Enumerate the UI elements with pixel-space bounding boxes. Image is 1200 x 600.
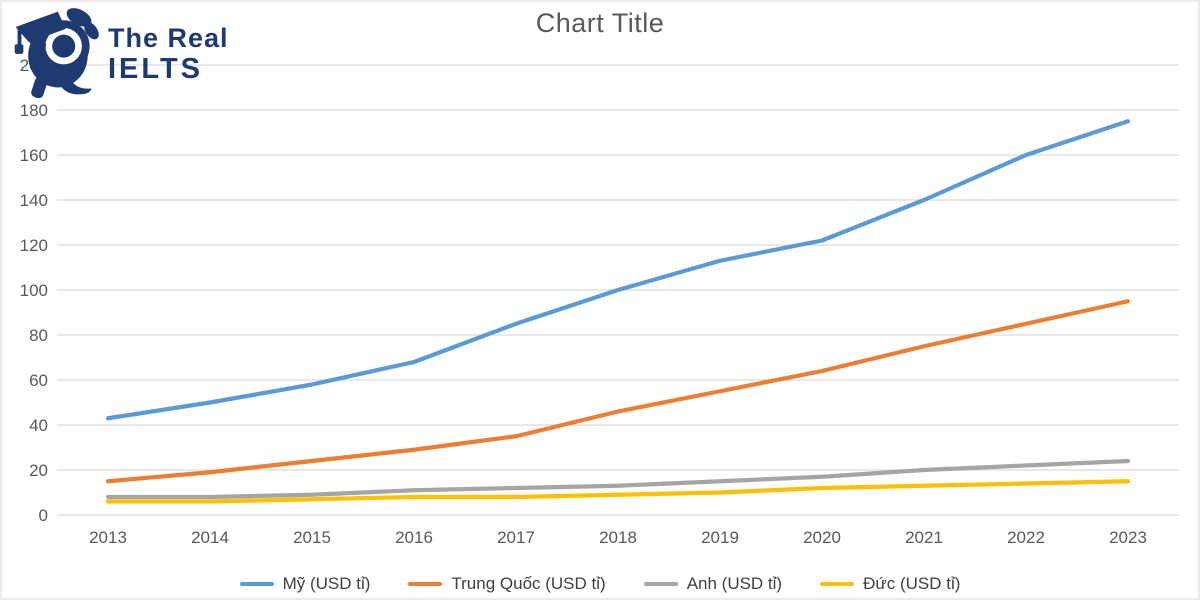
logo: The Real IELTS [8,2,229,98]
x-axis-tick-label: 2014 [191,528,229,547]
legend-item[interactable]: Mỹ (USD tỉ) [239,574,371,594]
series-line [105,119,1131,421]
legend-label: Đức (USD tỉ) [863,574,961,593]
x-axis-tick-label: 2016 [395,528,433,547]
legend-line-swatch [408,582,443,586]
y-axis-tick-label: 20 [29,461,48,480]
y-axis-tick-label: 120 [20,236,48,255]
legend-line-swatch [643,582,678,586]
snail-graduate-icon [8,2,104,98]
legend-item[interactable]: Đức (USD tỉ) [820,574,960,594]
y-axis-tick-label: 180 [20,101,48,120]
legend-label: Anh (USD tỉ) [686,574,783,593]
chart-legend: Mỹ (USD tỉ) Trung Quốc (USD tỉ) Anh (USD t… [0,574,1200,594]
chart-title: Chart Title [535,8,665,38]
y-axis-tick-label: 60 [29,371,48,390]
y-axis-tick-label: 140 [20,191,48,210]
series-line [105,299,1131,484]
x-axis-tick-label: 2022 [1007,528,1045,547]
legend-label: Mỹ (USD tỉ) [282,574,371,593]
x-axis-tick-label: 2017 [497,528,535,547]
y-axis-tick-label: 160 [20,146,48,165]
x-axis-tick-label: 2023 [1109,528,1147,547]
legend-line-swatch [820,582,855,586]
y-axis-tick-label: 0 [39,506,48,525]
x-axis-tick-label: 2013 [89,528,127,547]
y-axis-tick-label: 40 [29,416,48,435]
y-axis-tick-label: 80 [29,326,48,345]
legend-line-swatch [239,582,274,586]
series-line [105,479,1131,504]
legend-label: Trung Quốc (USD tỉ) [451,574,606,593]
x-axis-tick-label: 2019 [701,528,739,547]
series-line [105,458,1131,500]
legend-item[interactable]: Trung Quốc (USD tỉ) [408,574,606,594]
x-axis-tick-label: 2021 [905,528,943,547]
logo-text-line2: IELTS [108,53,204,86]
logo-text-line1: The Real [108,23,229,53]
y-axis-tick-label: 100 [20,281,48,300]
x-axis-tick-label: 2018 [599,528,637,547]
legend-item[interactable]: Anh (USD tỉ) [643,574,783,594]
x-axis-tick-label: 2020 [803,528,841,547]
x-axis-tick-label: 2015 [293,528,331,547]
